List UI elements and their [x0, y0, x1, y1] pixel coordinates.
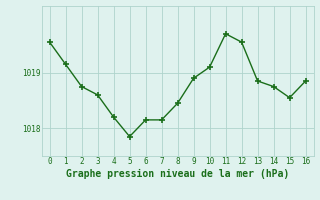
X-axis label: Graphe pression niveau de la mer (hPa): Graphe pression niveau de la mer (hPa) [66, 169, 289, 179]
